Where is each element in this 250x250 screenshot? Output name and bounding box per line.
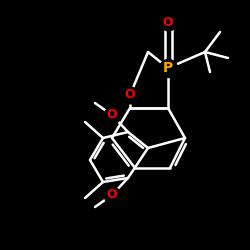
Text: O: O xyxy=(107,188,117,202)
Text: O: O xyxy=(107,108,117,122)
Text: O: O xyxy=(163,16,173,28)
Text: O: O xyxy=(125,88,135,102)
Text: P: P xyxy=(163,61,173,75)
